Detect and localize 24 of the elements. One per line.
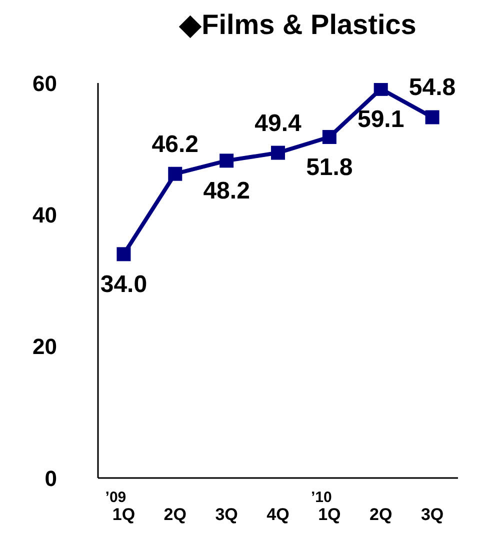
y-tick-label: 40 bbox=[32, 202, 57, 228]
x-tick-label: 3Q bbox=[215, 505, 238, 524]
x-tick-label: 4Q bbox=[266, 505, 290, 524]
data-label: 48.2 bbox=[203, 178, 250, 205]
data-label: 46.2 bbox=[152, 130, 198, 158]
point bbox=[116, 247, 131, 262]
y-tick-label: 20 bbox=[32, 334, 57, 360]
data-label: 49.4 bbox=[254, 110, 302, 137]
data-label: 54.8 bbox=[408, 74, 456, 102]
point bbox=[322, 130, 336, 144]
point bbox=[168, 166, 182, 181]
data-label: 34.0 bbox=[100, 271, 148, 298]
point bbox=[374, 83, 388, 96]
x-tick-label: 3Q bbox=[420, 505, 444, 524]
x-tick-label: 2Q bbox=[370, 505, 392, 524]
data-label: 59.1 bbox=[358, 106, 404, 133]
x-tick-label: 2Q bbox=[164, 505, 186, 524]
data-label: 51.8 bbox=[306, 154, 353, 181]
y-tick-label: 0 bbox=[44, 466, 57, 491]
point bbox=[220, 154, 234, 168]
point bbox=[271, 146, 285, 160]
point bbox=[425, 110, 440, 124]
y-tick-label: 60 bbox=[32, 70, 57, 96]
chart-title: ◆Films & Plastics bbox=[178, 8, 418, 42]
